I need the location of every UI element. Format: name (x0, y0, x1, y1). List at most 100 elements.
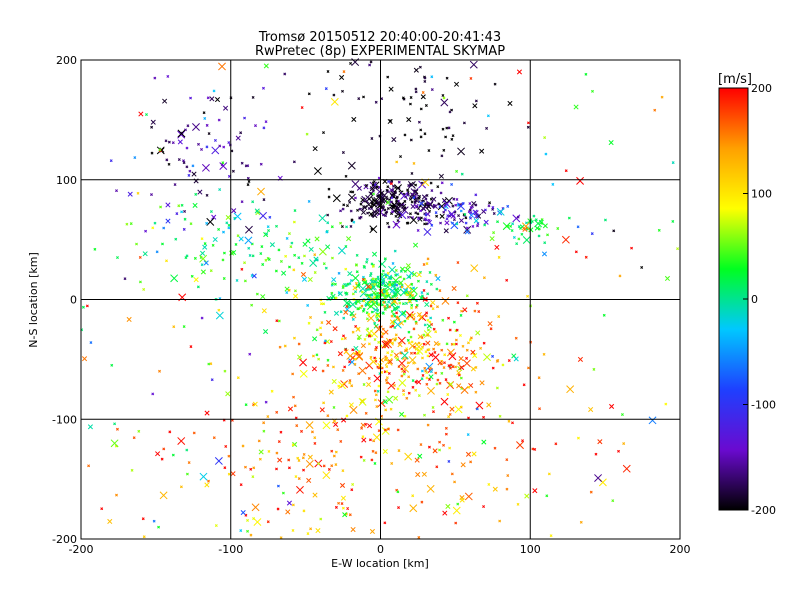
data-point (387, 381, 396, 390)
data-point (426, 333, 430, 337)
data-point (189, 96, 193, 100)
data-point (426, 219, 433, 225)
data-point (482, 505, 486, 508)
data-point (532, 214, 536, 218)
data-point (354, 302, 358, 306)
data-point (410, 172, 414, 175)
data-point (251, 254, 255, 258)
data-point (396, 287, 400, 291)
data-point (362, 205, 368, 211)
data-point (475, 213, 482, 219)
data-point (161, 242, 164, 246)
data-point (283, 344, 287, 348)
data-point (440, 181, 444, 185)
data-point (351, 482, 355, 486)
data-point (302, 468, 305, 472)
data-point (395, 306, 399, 310)
data-point (424, 314, 428, 318)
data-point (461, 201, 465, 205)
data-point (189, 345, 193, 349)
data-point (227, 472, 231, 476)
data-point (426, 257, 430, 261)
data-point (366, 381, 372, 388)
data-point (510, 229, 514, 233)
data-point (211, 214, 217, 220)
data-point (530, 219, 534, 223)
data-point (397, 506, 400, 510)
data-point (177, 129, 186, 138)
data-point (380, 191, 389, 200)
data-point (516, 441, 524, 450)
data-point (346, 507, 350, 510)
data-point (182, 227, 186, 231)
data-point (411, 192, 414, 196)
data-point (547, 472, 551, 476)
data-point (385, 395, 394, 404)
data-point (152, 519, 156, 523)
data-point (407, 375, 411, 379)
data-point (326, 213, 330, 217)
data-point (411, 379, 415, 383)
data-point (492, 231, 496, 235)
data-point (412, 242, 419, 248)
data-point (420, 369, 424, 373)
data-point (369, 285, 373, 289)
data-point (408, 275, 412, 279)
data-point (339, 439, 343, 443)
data-point (191, 171, 197, 177)
data-point (418, 315, 424, 321)
data-point (509, 224, 513, 228)
data-point (365, 260, 369, 264)
data-point (306, 477, 312, 484)
data-point (347, 271, 353, 277)
data-point (125, 222, 129, 226)
data-point (532, 488, 538, 494)
data-point (307, 199, 311, 203)
data-point (403, 319, 407, 323)
data-point (291, 372, 295, 376)
data-point (213, 138, 217, 142)
chart-subtitle: RwPretec (8p) EXPERIMENTAL SKYMAP (255, 44, 505, 59)
data-point (218, 62, 226, 71)
data-point (445, 342, 449, 346)
data-point (545, 494, 549, 498)
data-point (398, 378, 407, 387)
data-point (417, 334, 423, 340)
data-point (263, 329, 269, 335)
data-point (393, 320, 402, 329)
data-point (377, 384, 381, 388)
data-point (223, 466, 227, 470)
data-point (217, 118, 221, 122)
data-point (305, 421, 314, 430)
data-point (347, 161, 356, 170)
data-point (205, 193, 209, 197)
data-point (222, 230, 225, 234)
data-point (471, 451, 477, 457)
data-point (297, 477, 301, 481)
data-point (459, 497, 465, 503)
data-point (428, 366, 432, 370)
data-point (489, 236, 495, 242)
data-point (676, 247, 680, 251)
data-point (407, 215, 410, 219)
data-point (400, 285, 404, 289)
data-point (376, 308, 380, 312)
data-point (281, 270, 287, 276)
data-point (142, 287, 146, 291)
data-point (177, 130, 186, 139)
data-point (391, 324, 395, 328)
data-point (339, 74, 345, 81)
data-point (421, 194, 427, 200)
data-point (340, 337, 344, 341)
data-point (107, 518, 113, 525)
data-point (410, 200, 414, 204)
data-point (469, 60, 478, 69)
data-point (313, 441, 317, 445)
data-point (182, 161, 186, 165)
data-point (275, 467, 278, 471)
data-point (492, 212, 496, 215)
data-point (240, 267, 244, 271)
data-point (428, 209, 431, 213)
data-point (247, 246, 251, 250)
data-point (244, 403, 248, 407)
